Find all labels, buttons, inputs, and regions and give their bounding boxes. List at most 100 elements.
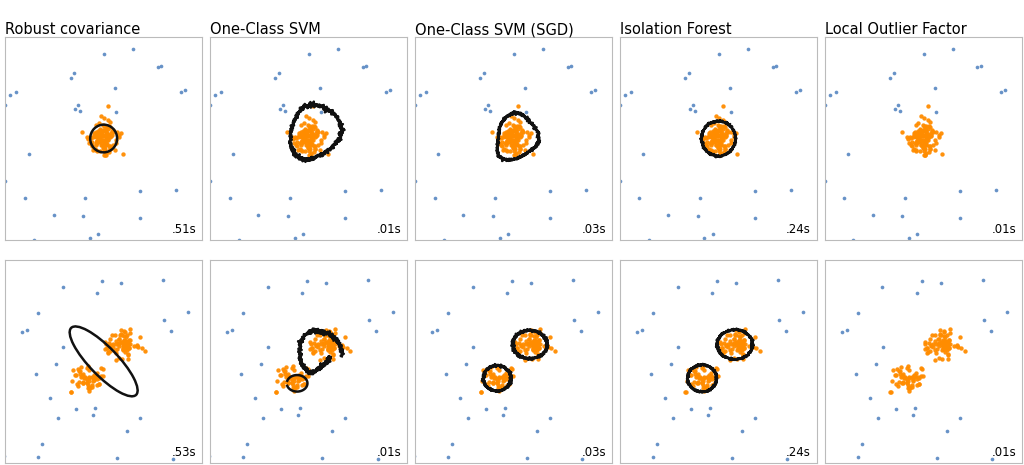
Point xyxy=(0,101,13,108)
Point xyxy=(150,63,166,71)
Point xyxy=(316,335,333,343)
Point xyxy=(484,379,501,387)
Point xyxy=(117,332,133,340)
Point xyxy=(87,404,103,411)
Point xyxy=(727,326,743,333)
Point xyxy=(607,241,624,249)
Point xyxy=(295,127,311,135)
Point xyxy=(304,136,321,143)
Point xyxy=(912,147,929,154)
Point xyxy=(922,145,938,153)
Point xyxy=(286,366,302,374)
Point xyxy=(478,372,495,379)
Point xyxy=(98,130,115,138)
Point xyxy=(98,126,115,134)
Point xyxy=(97,132,114,140)
Point xyxy=(488,379,505,386)
Point xyxy=(904,374,921,382)
Point xyxy=(100,348,117,356)
Point xyxy=(308,129,325,137)
Point xyxy=(703,133,720,141)
Point xyxy=(18,326,35,333)
Point xyxy=(940,338,956,345)
Point xyxy=(583,88,599,96)
Point xyxy=(889,365,905,372)
Point xyxy=(255,414,271,421)
Point xyxy=(940,345,956,352)
Point xyxy=(1017,117,1024,124)
Point xyxy=(98,150,115,157)
Point xyxy=(932,330,948,337)
Point xyxy=(112,332,128,339)
Point xyxy=(319,341,336,348)
Point xyxy=(315,131,332,138)
Point xyxy=(495,133,511,140)
Point xyxy=(505,121,521,129)
Point xyxy=(537,242,553,250)
Point xyxy=(892,367,908,375)
Point xyxy=(706,134,722,141)
Point xyxy=(918,132,934,140)
Point xyxy=(888,372,904,379)
Point xyxy=(696,384,713,391)
Point xyxy=(940,351,956,359)
Point xyxy=(497,145,513,153)
Point xyxy=(688,373,705,380)
Point xyxy=(156,317,172,324)
Point xyxy=(473,378,489,385)
Point xyxy=(922,123,938,131)
Point xyxy=(733,338,750,345)
Point xyxy=(327,330,343,337)
Point xyxy=(508,122,524,129)
Point xyxy=(354,63,371,71)
Point xyxy=(715,116,731,124)
Point xyxy=(297,139,313,146)
Point xyxy=(294,139,310,146)
Point xyxy=(307,119,324,126)
Point xyxy=(290,412,306,419)
Point xyxy=(84,143,100,150)
Point xyxy=(736,340,753,347)
Point xyxy=(472,388,488,396)
Point xyxy=(77,375,93,382)
Point xyxy=(168,186,184,194)
Point xyxy=(302,345,318,353)
Point xyxy=(689,212,706,219)
Point xyxy=(522,330,539,337)
Point xyxy=(505,137,521,145)
Point xyxy=(899,135,915,142)
Point xyxy=(705,133,721,140)
Point xyxy=(715,349,731,357)
Point xyxy=(103,131,120,139)
Point xyxy=(404,366,421,373)
Point xyxy=(918,126,934,134)
Point xyxy=(290,133,306,140)
Point xyxy=(213,88,229,96)
Point xyxy=(490,377,507,385)
Point xyxy=(439,453,456,460)
Point xyxy=(301,139,317,146)
Point xyxy=(281,379,297,387)
Point xyxy=(87,132,103,140)
Point xyxy=(75,212,91,219)
Point xyxy=(233,370,250,378)
Point xyxy=(504,132,520,140)
Point xyxy=(518,349,535,357)
Point xyxy=(935,339,951,347)
Point xyxy=(108,337,124,345)
Point xyxy=(221,462,238,465)
Point xyxy=(498,142,514,149)
Point xyxy=(948,242,965,249)
Point xyxy=(812,241,828,249)
Point xyxy=(693,133,710,140)
Point xyxy=(815,79,831,86)
Point xyxy=(901,384,918,391)
Point xyxy=(748,187,764,194)
Point xyxy=(326,345,342,352)
Point xyxy=(458,360,474,368)
Point xyxy=(894,128,910,135)
Point xyxy=(867,360,884,368)
Point xyxy=(300,145,316,152)
Point xyxy=(542,187,558,194)
Point xyxy=(696,140,713,147)
